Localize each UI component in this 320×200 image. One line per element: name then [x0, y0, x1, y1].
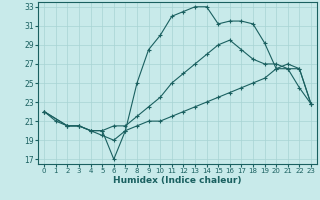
X-axis label: Humidex (Indice chaleur): Humidex (Indice chaleur) — [113, 176, 242, 185]
